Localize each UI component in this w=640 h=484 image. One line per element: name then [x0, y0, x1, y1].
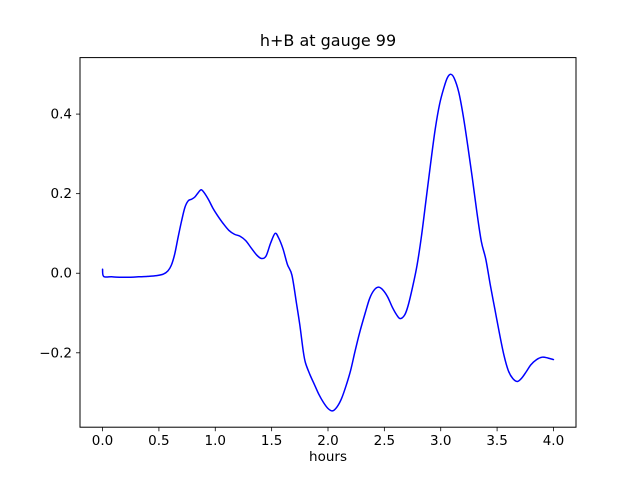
chart-title: h+B at gauge 99	[260, 31, 396, 50]
x-tick-label: 2.5	[374, 433, 395, 449]
x-tick-label: 1.5	[261, 433, 282, 449]
axes-spines	[79, 57, 577, 428]
x-tick-label: 3.5	[486, 433, 507, 449]
x-tick-label: 2.0	[317, 433, 338, 449]
y-tick-label: −0.2	[39, 345, 72, 361]
data-line-h+B	[101, 73, 555, 412]
plot-area: 0.0 0.5 1.0 1.5 2.0 2.5 3.0 3.5 4.0 −0.2 0.0 0.2 0.4	[39, 57, 577, 449]
x-tick-label: 4.0	[543, 433, 564, 449]
y-tick-label: 0.4	[51, 107, 72, 123]
x-tick-label: 0.5	[148, 433, 169, 449]
x-axis-label: hours	[309, 449, 347, 465]
y-tick-label: 0.0	[51, 266, 72, 282]
y-tick-label: 0.2	[51, 186, 72, 202]
x-tick-label: 1.0	[205, 433, 226, 449]
x-tick-label: 3.0	[430, 433, 451, 449]
x-tick-label: 0.0	[92, 433, 113, 449]
